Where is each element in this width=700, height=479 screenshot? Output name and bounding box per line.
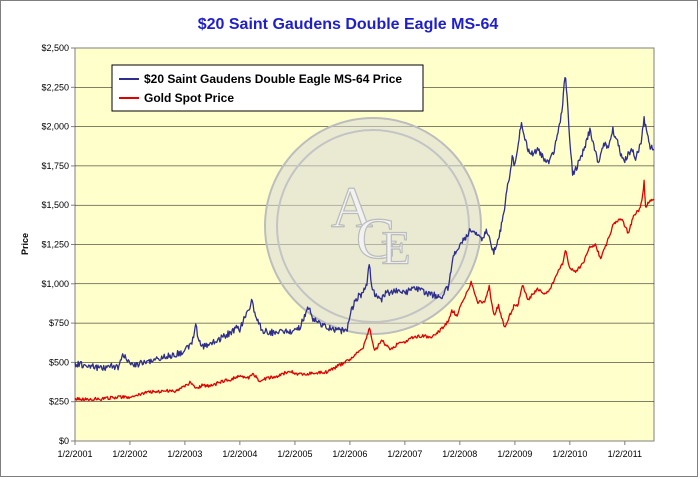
x-tick-label: 1/2/2005 xyxy=(277,449,312,459)
y-tick-label: $1,250 xyxy=(41,240,69,250)
x-tick-label: 1/2/2011 xyxy=(608,449,642,459)
y-axis-label: Price xyxy=(20,233,30,255)
y-tick-label: $1,750 xyxy=(41,161,69,171)
x-tick-label: 1/2/2001 xyxy=(57,449,92,459)
x-tick-label: 1/2/2006 xyxy=(332,449,367,459)
series-line-gold-spot xyxy=(74,179,655,402)
y-tick-label: $2,000 xyxy=(41,122,69,132)
y-tick-label: $2,500 xyxy=(41,43,69,53)
y-tick-label: $250 xyxy=(49,397,69,407)
legend-label-gold-spot: Gold Spot Price xyxy=(144,91,234,105)
coin-watermark-outer xyxy=(264,117,482,335)
x-tick-label: 1/2/2003 xyxy=(167,449,202,459)
y-tick-label: $750 xyxy=(49,318,69,328)
coin-watermark-letter-e: E xyxy=(381,222,410,275)
y-tick-label: $1,500 xyxy=(41,200,69,210)
y-tick-label: $1,000 xyxy=(41,279,69,289)
y-tick-label: $0 xyxy=(59,436,69,446)
x-tick-label: 1/2/2002 xyxy=(112,449,147,459)
legend-label-double-eagle: $20 Saint Gaudens Double Eagle MS-64 Pri… xyxy=(144,72,402,86)
x-tick-label: 1/2/2004 xyxy=(222,449,257,459)
x-tick-label: 1/2/2009 xyxy=(497,449,532,459)
coin-watermark: A G E xyxy=(264,117,482,335)
x-tick-label: 1/2/2008 xyxy=(442,449,477,459)
series-layer xyxy=(74,76,655,402)
legend: $20 Saint Gaudens Double Eagle MS-64 Pri… xyxy=(111,64,424,112)
y-tick-label: $500 xyxy=(49,357,69,367)
coin-watermark-inner xyxy=(276,129,470,323)
legend-box xyxy=(111,64,424,112)
x-axis-ticks: 1/2/2001 1/2/2002 1/2/2003 1/2/2004 1/2/2005… xyxy=(57,441,642,459)
coin-watermark-letter-a: A xyxy=(331,175,373,240)
coin-watermark-letter-g: G xyxy=(356,206,398,271)
x-tick-label: 1/2/2010 xyxy=(552,449,587,459)
series-line-double-eagle xyxy=(74,76,655,372)
y-axis-ticks: $0 $250 $500 $750 $1,000 $1,250 $1,500 $1,750 $2… xyxy=(41,43,75,446)
x-tick-label: 1/2/2007 xyxy=(387,449,422,459)
y-tick-label: $2,250 xyxy=(41,82,69,92)
chart-title: $20 Saint Gaudens Double Eagle MS-64 xyxy=(198,16,499,33)
